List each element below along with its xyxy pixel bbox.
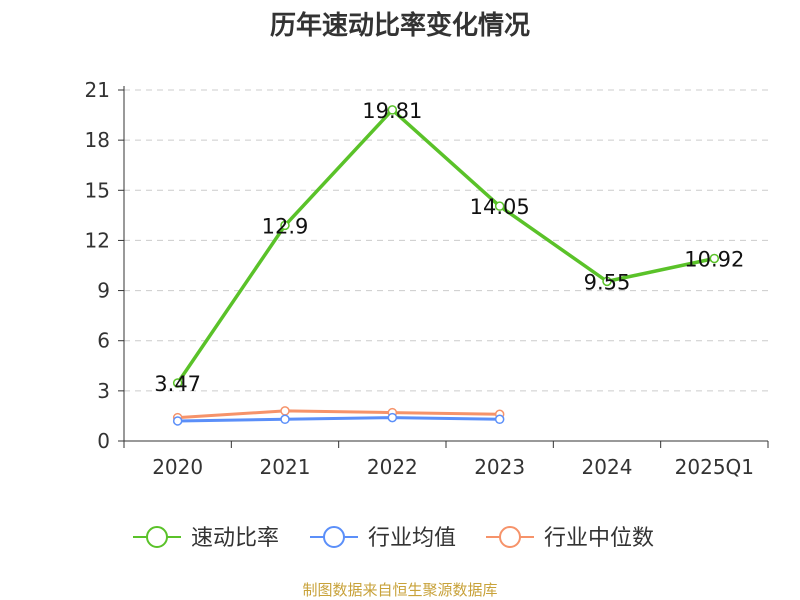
x-tick-label: 2025Q1 [675,455,754,479]
x-tick-label: 2022 [367,455,418,479]
legend-item[interactable]: 行业中位数 [486,526,654,551]
data-point [494,201,505,211]
data-point [709,253,720,264]
data-point [280,406,290,416]
legend-label: 行业均值 [368,526,456,551]
data-point [602,276,612,287]
series-layer [172,105,720,426]
series-line [177,409,500,420]
x-tick-label: 2023 [474,455,525,479]
legend-marker [323,526,345,548]
y-tick-label: 21 [85,78,110,102]
series-line [177,416,500,423]
data-point [280,414,290,425]
legend-item[interactable]: 行业均值 [310,526,456,551]
series-line [176,108,715,384]
x-tick-label: 2024 [582,455,633,479]
y-tick-label: 9 [97,279,110,303]
label-layer: 3.47 12.9 19.81 14.05 9.55 10.92 [154,99,744,396]
source-note: 制图数据来自恒生聚源数据库 [302,581,497,599]
data-point [172,378,183,388]
chart-title: 历年速动比率变化情况 [270,10,530,41]
legend-marker [146,526,168,548]
legend-marker [499,526,521,548]
y-tick-label: 6 [97,329,110,353]
x-tick-label: 2021 [260,455,311,479]
legend-label: 行业中位数 [544,526,654,551]
data-point [387,105,398,115]
y-tick-label: 12 [85,228,110,252]
data-label: 9.55 [584,270,631,294]
data-label: 19.81 [362,99,422,123]
y-tick-label: 3 [97,379,110,403]
data-point [172,416,183,426]
x-tick-label: 2020 [152,455,203,479]
legend: 速动比率 行业均值 行业中位数 [133,526,654,551]
series-1 [172,412,505,426]
y-tick-label: 0 [97,429,110,453]
legend-label: 速动比率 [191,526,279,551]
data-label: 12.9 [262,214,309,238]
grid-layer [124,89,768,392]
y-tick-label: 15 [85,178,110,202]
data-label: 10.92 [684,247,744,271]
data-point [387,412,398,423]
series-0 [172,105,720,388]
legend-item[interactable]: 速动比率 [133,526,279,551]
data-point [280,220,290,231]
y-tick-label: 18 [85,128,110,152]
data-point [494,414,505,425]
data-label: 14.05 [470,195,530,219]
axis-layer: 0 3 6 9 12 15 18 21 2020 2021 2022 2023 2024 2025Q1 [85,78,769,479]
data-label: 3.47 [154,372,201,396]
